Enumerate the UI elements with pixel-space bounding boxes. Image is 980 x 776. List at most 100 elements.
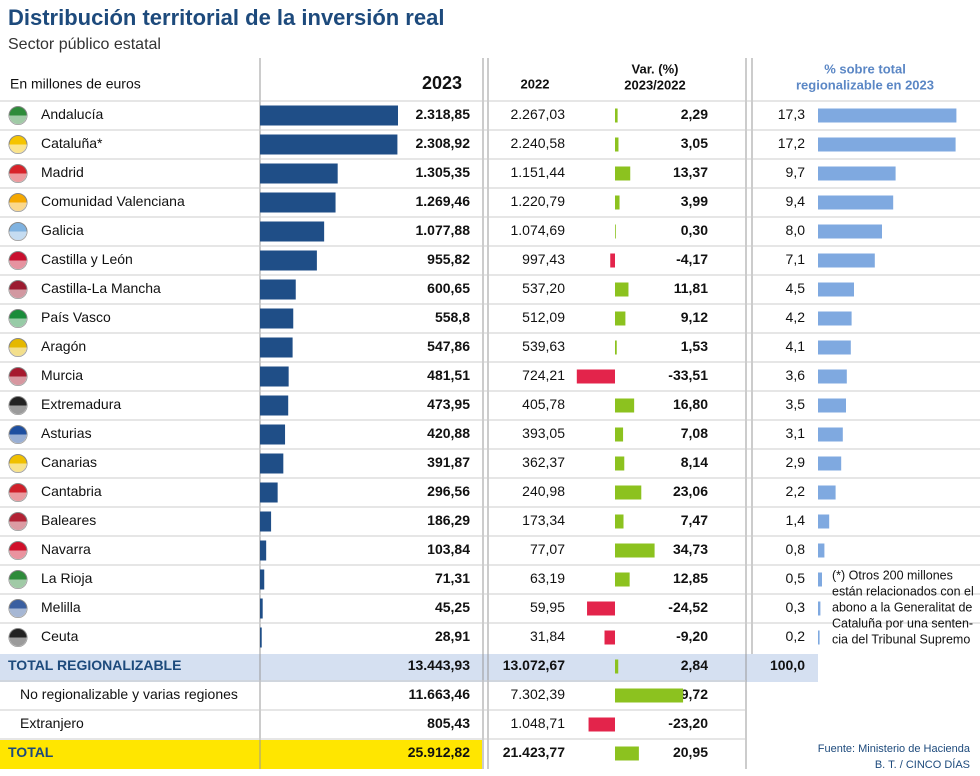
share-label: 17,3 — [778, 106, 805, 122]
source: B. T. / CINCO DÍAS — [875, 758, 970, 771]
var-label: 34,73 — [673, 541, 708, 557]
region-name: Murcia — [41, 367, 83, 383]
region-name: Andalucía — [41, 106, 103, 122]
total-name: TOTAL — [8, 744, 54, 760]
flag — [9, 637, 27, 647]
bar-2023 — [260, 250, 317, 271]
share-bar — [818, 108, 957, 123]
region-name: Extremadura — [41, 396, 121, 412]
var-label: 3,05 — [681, 135, 708, 151]
bar-2023 — [260, 308, 294, 329]
share-label: 4,1 — [786, 338, 806, 354]
y2023-label: 103,84 — [427, 541, 470, 557]
share-label: 2,9 — [786, 454, 806, 470]
var-bar — [615, 456, 625, 471]
var-bar — [610, 253, 615, 268]
var-bar — [615, 282, 629, 297]
note: cia del Tribunal Supremo — [832, 632, 970, 646]
var-label: 12,85 — [673, 570, 708, 586]
title: Distribución territorial de la inversión… — [8, 5, 444, 30]
share-label: 9,7 — [786, 164, 806, 180]
share-label: 0,5 — [786, 570, 806, 586]
y2022-label: 2.267,03 — [511, 106, 566, 122]
y2023-label: 2.318,85 — [416, 106, 471, 122]
share-label: 0,2 — [786, 628, 806, 644]
var-bar — [615, 543, 655, 558]
flag — [9, 260, 27, 270]
flag — [9, 231, 27, 241]
region-name: Canarias — [41, 454, 97, 470]
share-bar — [818, 572, 822, 587]
share-label: 9,4 — [786, 193, 806, 209]
var-bar — [615, 224, 616, 239]
region-name: Madrid — [41, 164, 84, 180]
y2022-label: 1.151,44 — [511, 164, 566, 180]
y2023-label: 547,86 — [427, 338, 470, 354]
var-label: -33,51 — [668, 367, 708, 383]
region-name: Castilla-La Mancha — [41, 280, 161, 296]
region-name: Melilla — [41, 599, 81, 615]
share-label: 4,2 — [786, 309, 806, 325]
y2023-label: 11.663,46 — [408, 686, 470, 702]
var-label: 1,53 — [681, 338, 708, 354]
y2022-label: 997,43 — [522, 251, 565, 267]
share-bar — [818, 485, 836, 500]
y2022-label: 393,05 — [522, 425, 565, 441]
bar-2023 — [260, 337, 293, 358]
y2022-label: 7.302,39 — [511, 686, 566, 702]
y2023-label: 473,95 — [427, 396, 470, 412]
y2023-label: 805,43 — [427, 715, 470, 731]
var-bar — [615, 514, 624, 529]
var-bar — [615, 398, 635, 413]
var-label: -9,20 — [676, 628, 708, 644]
header-2022: 2022 — [521, 76, 550, 91]
share-bar — [818, 601, 821, 616]
subtitle: Sector público estatal — [8, 36, 161, 53]
var-label: 7,08 — [681, 425, 708, 441]
var-bar — [615, 746, 639, 761]
var-label: 20,95 — [673, 744, 708, 760]
bar-2023 — [260, 482, 278, 503]
y2023-label: 955,82 — [427, 251, 470, 267]
y2022-label: 539,63 — [522, 338, 565, 354]
share-label: 3,6 — [786, 367, 806, 383]
y2022-label: 59,95 — [530, 599, 565, 615]
share-bar — [818, 630, 820, 645]
bar-2023 — [260, 540, 267, 561]
var-bar — [615, 340, 617, 355]
y2023-label: 296,56 — [427, 483, 470, 499]
region-name: País Vasco — [41, 309, 111, 325]
bar-2023 — [260, 192, 336, 213]
share-label: 8,0 — [786, 222, 806, 238]
flag — [9, 579, 27, 589]
y2022-label: 77,07 — [530, 541, 565, 557]
var-label: 23,06 — [673, 483, 708, 499]
flag — [9, 405, 27, 415]
flag — [9, 608, 27, 618]
region-name: Aragón — [41, 338, 86, 354]
flag — [9, 521, 27, 531]
share-bar — [818, 543, 825, 558]
header-2023: 2023 — [422, 73, 462, 93]
flag — [9, 173, 27, 183]
y2022-label: 173,34 — [522, 512, 565, 528]
var-bar — [615, 195, 620, 210]
share-bar — [818, 253, 875, 268]
flag — [9, 492, 27, 502]
region-name: Asturias — [41, 425, 92, 441]
region-name: Ceuta — [41, 628, 79, 644]
header-share: % sobre total — [824, 61, 906, 76]
share-label: 3,5 — [786, 396, 806, 412]
share-bar — [818, 340, 851, 355]
var-bar — [615, 137, 619, 152]
var-bar — [604, 630, 615, 645]
var-bar — [615, 659, 619, 674]
flag — [9, 347, 27, 357]
bar-2023 — [260, 395, 289, 416]
y2022-label: 724,21 — [522, 367, 565, 383]
bar-2023 — [260, 163, 338, 184]
var-label: 3,99 — [681, 193, 708, 209]
share-bar — [818, 282, 854, 297]
y2023-label: 600,65 — [427, 280, 470, 296]
flag — [9, 318, 27, 328]
